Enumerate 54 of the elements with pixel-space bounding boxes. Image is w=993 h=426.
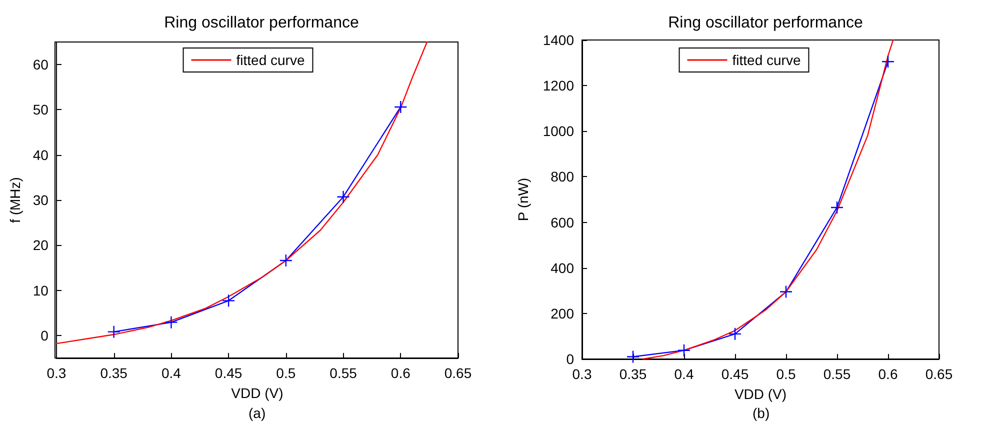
legend-label: fitted curve [732, 52, 801, 68]
x-tick-label: 0.45 [214, 365, 242, 381]
y-tick-label: 50 [32, 102, 49, 118]
x-tick-label: 0.45 [721, 366, 749, 382]
y-tick-label: 600 [550, 214, 574, 230]
y-tick-label: 0 [40, 327, 49, 344]
x-tick-label: 0.6 [878, 366, 898, 382]
y-tick-label: 800 [550, 168, 574, 185]
point [779, 285, 793, 298]
point [164, 316, 178, 329]
y-tick-label: 200 [550, 305, 574, 322]
y-tick-label: 0 [566, 351, 574, 367]
text: (b) [752, 405, 770, 421]
x-tick-label: 0.55 [330, 365, 358, 381]
y-tick-label: 400 [550, 260, 574, 276]
point [626, 350, 640, 364]
y-tick-label: 60 [32, 56, 49, 73]
point [279, 254, 293, 268]
y-tick-label: 40 [32, 146, 49, 163]
x-tick-label: 0.4 [674, 366, 694, 382]
point [394, 100, 408, 114]
x-tick-label: 0.4 [161, 365, 182, 381]
point [222, 294, 236, 308]
text: (a) [248, 405, 266, 421]
y-axis-title: P (nW) [515, 178, 531, 222]
point [881, 55, 895, 68]
x-tick-label: 0.6 [390, 365, 411, 381]
x-tick-label: 0.35 [100, 365, 128, 381]
y-tick-label: 10 [32, 282, 49, 298]
x-tick-label: 0.65 [925, 366, 953, 382]
x-tick-label: 0.3 [46, 365, 66, 381]
point [677, 344, 691, 357]
line-series [56, 41, 428, 344]
x-tick-label: 0.35 [619, 366, 647, 382]
x-tick-label: 0.65 [444, 365, 472, 381]
point [728, 327, 742, 341]
x-tick-label: 0.3 [572, 366, 592, 382]
x-tick-label: 0.5 [276, 365, 296, 381]
y-tick-label: 30 [32, 192, 49, 208]
x-axis-title: VDD (V) [231, 385, 284, 401]
y-tick-label: 20 [32, 237, 49, 254]
chart-title: Ring oscillator performance [668, 14, 863, 32]
point [336, 190, 350, 204]
point [107, 325, 120, 338]
y-tick-label: 1000 [542, 123, 574, 140]
x-tick-label: 0.5 [776, 366, 796, 382]
chart-title: Ring oscillator performance [164, 14, 359, 32]
y-axis-title: f (MHz) [7, 177, 23, 223]
x-tick-label: 0.55 [823, 366, 851, 382]
y-tick-label: 1200 [542, 78, 574, 94]
x-axis-title: VDD (V) [734, 386, 787, 402]
y-tick-label: 1400 [542, 32, 574, 48]
legend-label: fitted curve [236, 52, 305, 68]
point [830, 200, 844, 214]
